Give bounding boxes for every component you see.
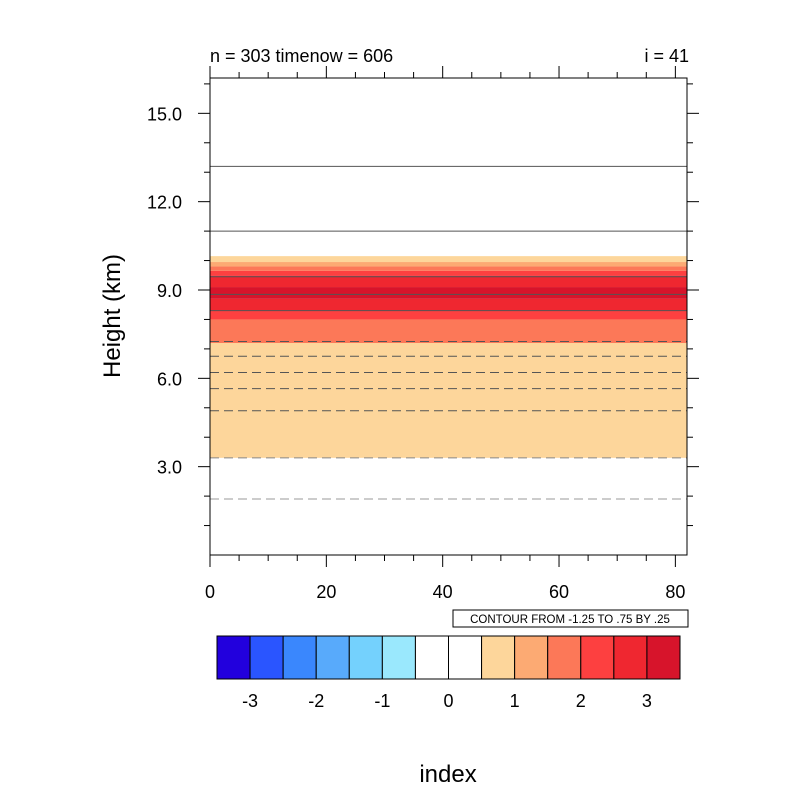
contour-fill-band-3 [210,298,687,311]
axis-ticks [198,66,699,567]
title-right: i = 41 [644,46,689,66]
contour-fill-band-0 [210,343,687,458]
colorbar-swatch-10 [547,635,582,680]
contour-fill-band-4 [210,287,687,299]
colorbar-swatch-0 [216,635,251,680]
colorbar [216,635,681,680]
colorbar-label: 2 [576,691,586,711]
contour-line-layer [210,165,687,500]
colorbar-swatch-9 [514,635,549,680]
axis-tick-labels: 0 20 40 60 80 3.0 6.0 9.0 12.0 15.0 [147,104,685,602]
colorbar-swatch-4 [348,635,383,680]
y-axis-label: Height (km) [99,254,126,378]
x-tick-label: 0 [205,582,215,602]
colorbar-label: 3 [642,691,652,711]
colorbar-label: -3 [242,691,258,711]
y-tick-label: 6.0 [157,369,182,389]
contour-fill-band-1 [210,319,687,343]
x-tick-label: 20 [316,582,336,602]
contour-fill-band-5 [210,275,687,288]
y-tick-label: 9.0 [157,281,182,301]
colorbar-swatch-7 [448,635,483,680]
colorbar-label: -2 [308,691,324,711]
y-tick-label: 12.0 [147,193,182,213]
colorbar-swatch-6 [414,635,449,680]
title-left: n = 303 timenow = 606 [210,46,393,66]
colorbar-swatch-5 [381,635,416,680]
colorbar-swatch-2 [282,635,317,680]
colorbar-swatch-11 [580,635,615,680]
contour-fill-band-7 [210,266,687,271]
colorbar-swatch-3 [315,635,350,680]
y-tick-label: 3.0 [157,458,182,478]
colorbar-label: 0 [443,691,453,711]
contour-fill-layer [210,256,687,458]
contour-info-box [452,609,689,628]
colorbar-label: 1 [510,691,520,711]
x-tick-label: 80 [665,582,685,602]
colorbar-swatch-1 [249,635,284,680]
y-tick-label: 15.0 [147,104,182,124]
colorbar-swatch-12 [613,635,648,680]
x-tick-label: 60 [549,582,569,602]
contour-info-text: CONTOUR FROM -1.25 TO .75 BY .25 [470,614,670,626]
x-tick-label: 40 [433,582,453,602]
contour-fill-band-2 [210,310,687,320]
plot-frame [209,77,688,556]
contour-fill-band-6 [210,270,687,276]
colorbar-swatch-8 [481,635,516,680]
contour-fill-band-9 [210,256,687,263]
contour-fill-band-8 [210,262,687,267]
colorbar-labels: -3 -2 -1 0 1 2 3 [242,691,652,711]
colorbar-swatch-13 [646,635,681,680]
x-axis-label: index [419,761,476,788]
colorbar-label: -1 [374,691,390,711]
